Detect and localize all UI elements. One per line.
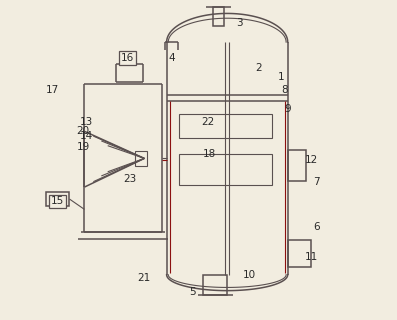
Text: 20: 20 <box>77 126 90 136</box>
Text: 7: 7 <box>313 177 320 187</box>
Bar <box>135 151 147 166</box>
Text: 17: 17 <box>45 85 59 95</box>
Bar <box>288 240 310 267</box>
Bar <box>203 275 227 295</box>
Text: 23: 23 <box>123 174 137 184</box>
Text: 13: 13 <box>80 117 93 127</box>
Text: 16: 16 <box>121 53 135 63</box>
Text: 6: 6 <box>313 222 320 232</box>
Text: 22: 22 <box>201 117 215 127</box>
Text: 8: 8 <box>281 85 288 95</box>
Text: 21: 21 <box>138 273 151 283</box>
Text: 15: 15 <box>51 196 64 206</box>
Bar <box>213 7 224 26</box>
Bar <box>46 192 69 206</box>
Text: 5: 5 <box>189 287 195 297</box>
Text: 11: 11 <box>305 252 318 262</box>
Text: 9: 9 <box>284 104 291 114</box>
Text: 3: 3 <box>237 18 243 28</box>
Text: 2: 2 <box>256 63 262 73</box>
Bar <box>288 150 306 181</box>
Text: 14: 14 <box>80 131 93 141</box>
Text: 19: 19 <box>77 142 90 152</box>
Text: 12: 12 <box>305 155 318 165</box>
Text: 4: 4 <box>168 53 175 63</box>
Text: 18: 18 <box>203 148 216 159</box>
Bar <box>179 114 272 138</box>
Text: 1: 1 <box>278 72 285 82</box>
Text: 10: 10 <box>243 270 256 280</box>
Bar <box>179 154 272 186</box>
